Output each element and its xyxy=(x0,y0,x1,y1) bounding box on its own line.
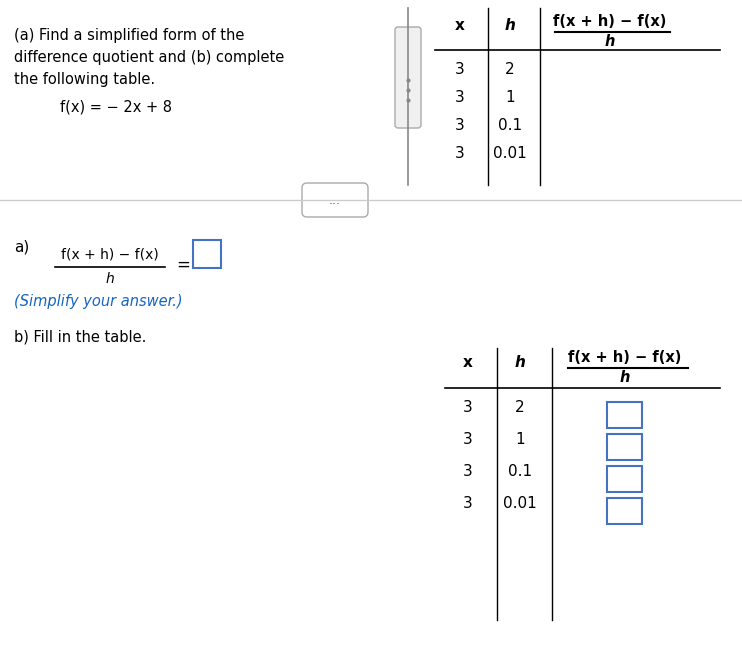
Text: 3: 3 xyxy=(463,464,473,479)
Text: (Simplify your answer.): (Simplify your answer.) xyxy=(14,294,183,309)
Text: 3: 3 xyxy=(455,146,465,161)
Text: 3: 3 xyxy=(463,496,473,511)
Text: x: x xyxy=(455,18,465,33)
Text: 0.1: 0.1 xyxy=(498,118,522,133)
Text: 3: 3 xyxy=(455,118,465,133)
Text: h: h xyxy=(605,34,615,49)
Text: 0.1: 0.1 xyxy=(508,464,532,479)
Text: h: h xyxy=(514,355,525,370)
Text: 3: 3 xyxy=(463,400,473,415)
Text: 3: 3 xyxy=(463,432,473,447)
FancyBboxPatch shape xyxy=(608,466,643,492)
FancyBboxPatch shape xyxy=(608,498,643,524)
Text: 2: 2 xyxy=(515,400,525,415)
FancyBboxPatch shape xyxy=(302,183,368,217)
Text: the following table.: the following table. xyxy=(14,72,155,87)
Text: ...: ... xyxy=(329,194,341,207)
FancyBboxPatch shape xyxy=(395,27,421,128)
Text: 1: 1 xyxy=(515,432,525,447)
Text: 0.01: 0.01 xyxy=(503,496,537,511)
Text: h: h xyxy=(620,370,630,385)
Text: h: h xyxy=(105,272,114,286)
FancyBboxPatch shape xyxy=(608,434,643,460)
Text: (a) Find a simplified form of the: (a) Find a simplified form of the xyxy=(14,28,244,43)
Text: difference quotient and (b) complete: difference quotient and (b) complete xyxy=(14,50,284,65)
Text: =: = xyxy=(176,256,190,274)
Text: 3: 3 xyxy=(455,90,465,105)
Text: a): a) xyxy=(14,240,29,255)
Text: 2: 2 xyxy=(505,62,515,77)
Text: f(x + h) − f(x): f(x + h) − f(x) xyxy=(61,248,159,262)
Text: f(x + h) − f(x): f(x + h) − f(x) xyxy=(554,14,667,29)
Text: f(x + h) − f(x): f(x + h) − f(x) xyxy=(568,350,682,365)
FancyBboxPatch shape xyxy=(608,402,643,428)
Text: 1: 1 xyxy=(505,90,515,105)
Text: 3: 3 xyxy=(455,62,465,77)
Text: x: x xyxy=(463,355,473,370)
Text: 0.01: 0.01 xyxy=(493,146,527,161)
Text: h: h xyxy=(505,18,516,33)
FancyBboxPatch shape xyxy=(193,240,221,268)
Text: f(x) = − 2x + 8: f(x) = − 2x + 8 xyxy=(60,100,172,115)
Text: b) Fill in the table.: b) Fill in the table. xyxy=(14,330,146,345)
